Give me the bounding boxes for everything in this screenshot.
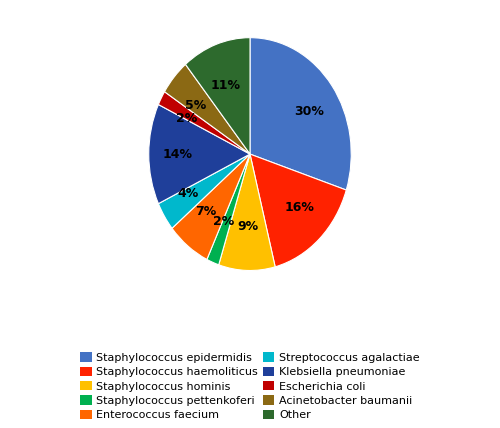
Text: 14%: 14%: [162, 148, 192, 160]
Text: 9%: 9%: [237, 220, 258, 233]
Legend: Staphylococcus epidermidis, Staphylococcus haemoliticus, Staphylococcus hominis,: Staphylococcus epidermidis, Staphylococc…: [78, 350, 422, 422]
Text: 7%: 7%: [194, 205, 216, 218]
Text: 30%: 30%: [294, 105, 324, 118]
Wedge shape: [158, 154, 250, 228]
Wedge shape: [172, 154, 250, 259]
Text: 11%: 11%: [210, 79, 240, 92]
Text: 5%: 5%: [184, 99, 206, 113]
Wedge shape: [250, 38, 351, 190]
Text: 16%: 16%: [285, 201, 315, 214]
Wedge shape: [158, 92, 250, 154]
Text: 4%: 4%: [178, 187, 199, 199]
Wedge shape: [186, 38, 250, 154]
Wedge shape: [164, 64, 250, 154]
Wedge shape: [250, 154, 346, 267]
Text: 2%: 2%: [176, 113, 197, 125]
Wedge shape: [207, 154, 250, 265]
Wedge shape: [149, 104, 250, 204]
Text: 2%: 2%: [212, 215, 234, 229]
Wedge shape: [218, 154, 275, 270]
